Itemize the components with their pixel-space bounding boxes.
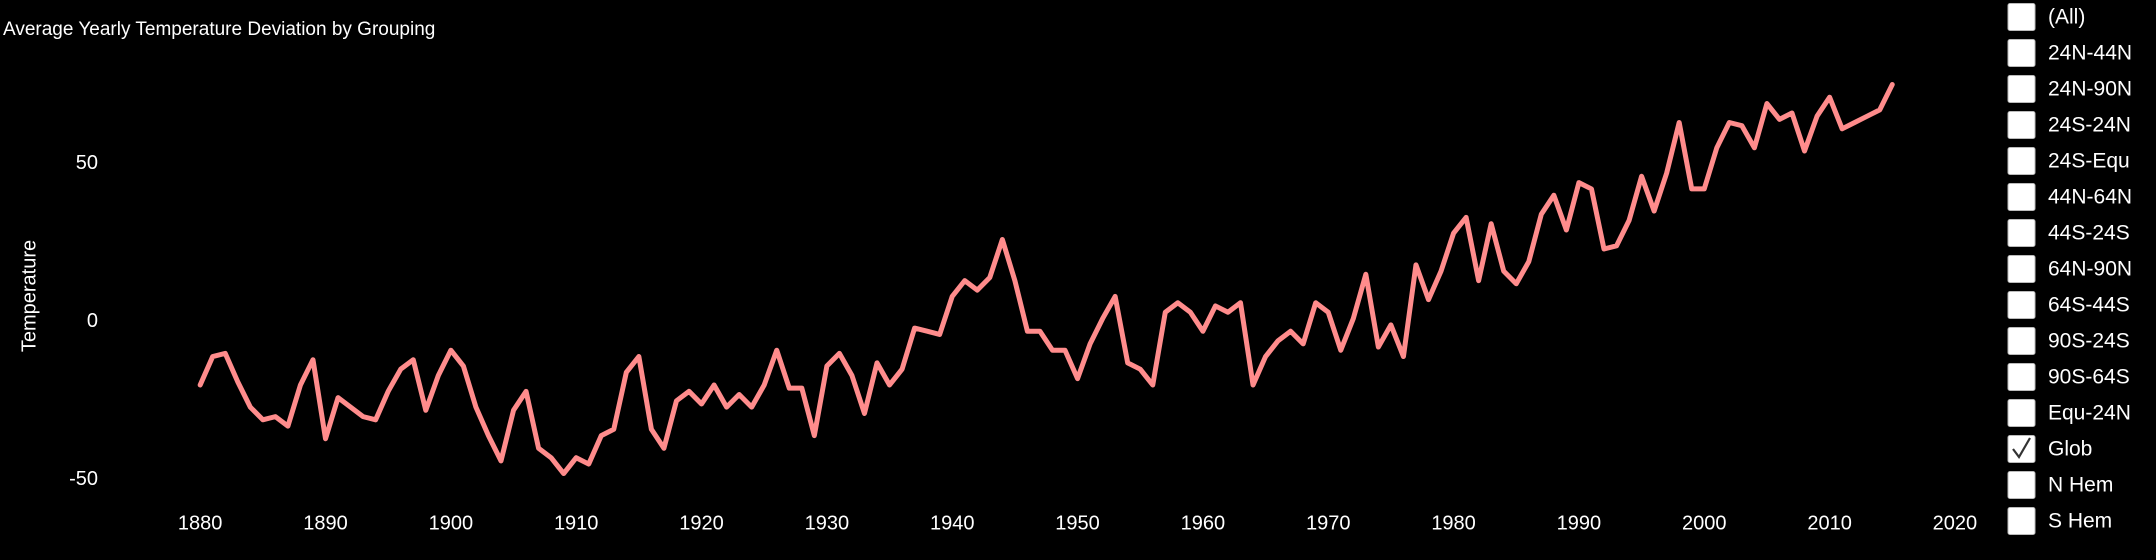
- x-tick-label: 1940: [930, 512, 975, 534]
- checkbox[interactable]: [2007, 399, 2036, 427]
- checklist-item[interactable]: 44S-24S: [2007, 219, 2130, 247]
- checkbox[interactable]: [2007, 3, 2036, 31]
- checklist-item[interactable]: 24S-Equ: [2007, 147, 2130, 175]
- checkbox-label[interactable]: 24N-90N: [2048, 78, 2132, 101]
- checklist-item[interactable]: 44N-64N: [2007, 183, 2132, 211]
- y-tick-label: 50: [76, 152, 98, 174]
- checkmark[interactable]: [2012, 437, 2031, 459]
- checkbox-label[interactable]: 64S-44S: [2048, 294, 2130, 317]
- checkbox-label[interactable]: 24S-24N: [2048, 114, 2131, 137]
- x-tick-label: 2010: [1807, 512, 1852, 534]
- checkbox-label[interactable]: N Hem: [2048, 474, 2113, 497]
- checklist-item[interactable]: Equ-24N: [2007, 399, 2131, 427]
- x-tick-label: 1920: [679, 512, 724, 534]
- checkbox-label[interactable]: 90S-64S: [2048, 366, 2130, 389]
- checkbox-label[interactable]: 64N-90N: [2048, 258, 2132, 281]
- x-tick-label: 1960: [1181, 512, 1226, 534]
- chart-title: Average Yearly Temperature Deviation by …: [3, 19, 435, 40]
- y-axis-label: Temperature: [18, 240, 40, 352]
- checkbox[interactable]: [2007, 363, 2036, 391]
- x-tick-label: 1900: [429, 512, 474, 534]
- x-tick-label: 1950: [1055, 512, 1100, 534]
- checkbox[interactable]: [2007, 255, 2036, 283]
- x-tick-label: 1980: [1431, 512, 1476, 534]
- checkbox-label[interactable]: 24N-44N: [2048, 42, 2132, 65]
- checkbox[interactable]: [2007, 39, 2036, 67]
- x-tick-label: 1890: [303, 512, 348, 534]
- checklist-item[interactable]: 24N-90N: [2007, 75, 2132, 103]
- checkbox-label[interactable]: (All): [2048, 6, 2085, 29]
- x-tick-label: 2000: [1682, 512, 1727, 534]
- checklist-item[interactable]: 90S-24S: [2007, 327, 2130, 355]
- x-tick-label: 1930: [805, 512, 850, 534]
- checklist-item[interactable]: S Hem: [2007, 507, 2112, 535]
- checklist-item[interactable]: 90S-64S: [2007, 363, 2130, 391]
- checklist-item[interactable]: N Hem: [2007, 471, 2113, 499]
- x-tick-label: 1970: [1306, 512, 1351, 534]
- checkbox[interactable]: [2007, 327, 2036, 355]
- x-tick-label: 2020: [1933, 512, 1978, 534]
- checklist-item[interactable]: (All): [2007, 3, 2085, 31]
- checkbox[interactable]: [2007, 75, 2036, 103]
- y-tick-label: -50: [69, 468, 98, 490]
- y-tick-label: 0: [87, 310, 98, 332]
- checkbox[interactable]: [2007, 291, 2036, 319]
- checkbox[interactable]: [2007, 183, 2036, 211]
- data-line: [197, 82, 1895, 477]
- checkbox[interactable]: [2007, 219, 2036, 247]
- checkbox-label[interactable]: 44S-24S: [2048, 222, 2130, 245]
- x-tick-label: 1910: [554, 512, 599, 534]
- checkbox[interactable]: [2007, 147, 2036, 175]
- checklist-item[interactable]: 64N-90N: [2007, 255, 2132, 283]
- checkbox[interactable]: [2007, 471, 2036, 499]
- checkbox[interactable]: [2007, 507, 2036, 535]
- checklist-item[interactable]: Glob: [2007, 435, 2092, 463]
- checkbox-label[interactable]: 90S-24S: [2048, 330, 2130, 353]
- checkbox-label[interactable]: 24S-Equ: [2048, 150, 2130, 173]
- x-tick-label: 1880: [178, 512, 223, 534]
- checkbox-label[interactable]: 44N-64N: [2048, 186, 2132, 209]
- checklist-item[interactable]: 24S-24N: [2007, 111, 2131, 139]
- checklist-item[interactable]: 64S-44S: [2007, 291, 2130, 319]
- checkbox[interactable]: [2007, 435, 2036, 463]
- checklist-item[interactable]: 24N-44N: [2007, 39, 2132, 67]
- checkbox-label[interactable]: Glob: [2048, 438, 2092, 461]
- checkbox-label[interactable]: Equ-24N: [2048, 402, 2131, 425]
- checkbox[interactable]: [2007, 111, 2036, 139]
- checkbox-label[interactable]: S Hem: [2048, 510, 2112, 533]
- x-tick-label: 1990: [1557, 512, 1602, 534]
